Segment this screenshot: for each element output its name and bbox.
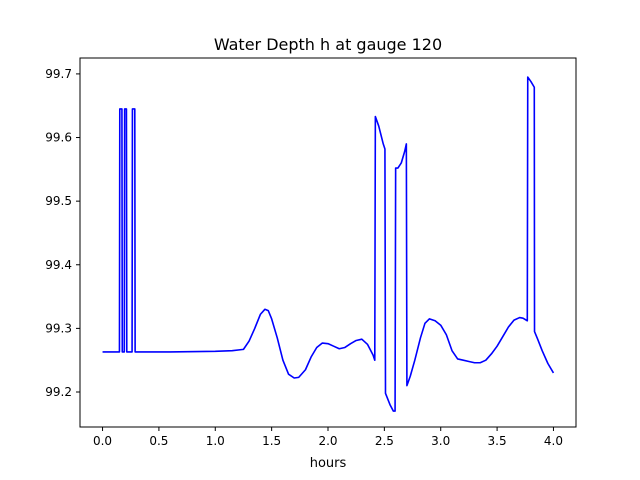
y-tick-label: 99.5 — [45, 194, 72, 208]
y-tick-label: 99.2 — [45, 385, 72, 399]
y-tick-label: 99.3 — [45, 321, 72, 335]
series-line — [102, 76, 555, 412]
x-tick-label: 0.5 — [149, 434, 168, 448]
y-tick-label: 99.4 — [45, 258, 72, 272]
series-layer — [102, 76, 555, 412]
x-axis-ticks: 0.0 0.5 1.0 1.5 2.0 2.5 3.0 3.5 4.0 — [93, 427, 563, 448]
x-tick-label: 2.5 — [375, 434, 394, 448]
plot-area — [79, 57, 577, 428]
x-tick-label: 1.5 — [262, 434, 281, 448]
x-tick-label: 2.0 — [318, 434, 337, 448]
x-tick-label: 3.0 — [431, 434, 450, 448]
x-tick-label: 1.0 — [206, 434, 225, 448]
y-axis-ticks: 99.2 99.3 99.4 99.5 99.6 99.7 — [45, 67, 80, 399]
x-axis-label: hours — [310, 456, 347, 471]
y-tick-label: 99.7 — [45, 67, 72, 81]
x-tick-label: 3.5 — [488, 434, 507, 448]
x-tick-label: 0.0 — [93, 434, 112, 448]
x-tick-label: 4.0 — [544, 434, 563, 448]
y-tick-label: 99.6 — [45, 131, 72, 145]
chart-title: Water Depth h at gauge 120 — [214, 35, 442, 54]
